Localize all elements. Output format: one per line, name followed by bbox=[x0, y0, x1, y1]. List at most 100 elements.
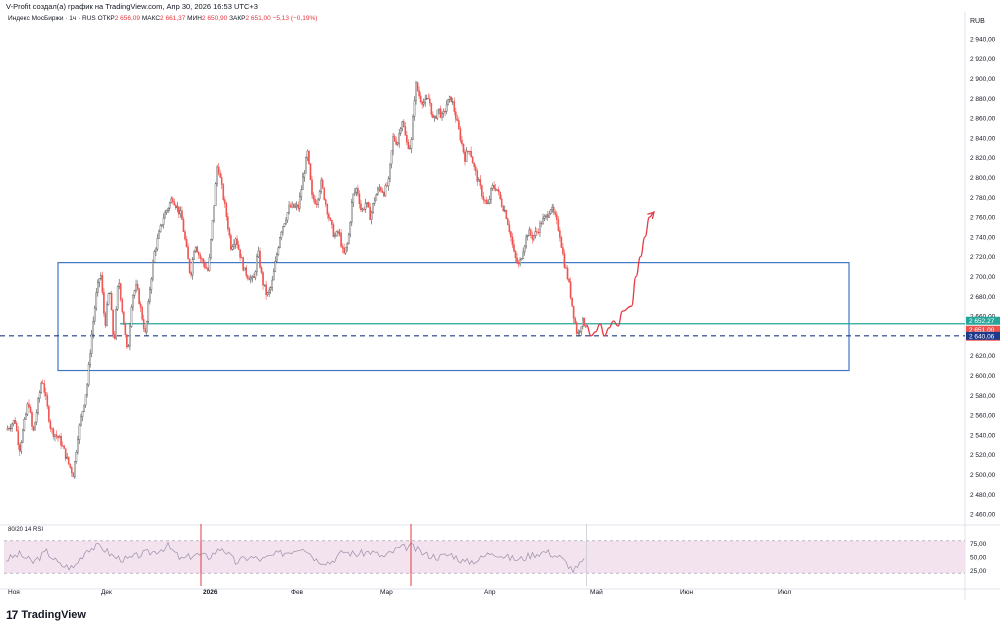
candle-body bbox=[323, 187, 326, 200]
symbol-name: Индекс МосБиржи · 1ч · RUS bbox=[8, 15, 96, 22]
candle-body bbox=[223, 199, 226, 204]
candle-body bbox=[29, 406, 32, 413]
candle-body bbox=[448, 96, 451, 100]
rsi-label: 80/20 14 RSI bbox=[8, 527, 44, 533]
candle-body bbox=[517, 262, 520, 265]
candle-body bbox=[352, 193, 355, 203]
x-tick-label: Мар bbox=[380, 589, 393, 596]
candle-body bbox=[208, 257, 211, 271]
candle-body bbox=[392, 136, 394, 151]
candle-body bbox=[318, 191, 321, 200]
y-tick-label: 2 880,00 bbox=[970, 96, 996, 103]
candle-body bbox=[415, 82, 417, 101]
candle-body bbox=[63, 445, 65, 449]
candle-body bbox=[523, 245, 526, 253]
candle-body bbox=[74, 461, 76, 478]
candle-body bbox=[413, 100, 416, 117]
candle-body bbox=[292, 203, 295, 208]
candle-body bbox=[89, 353, 91, 365]
candle-body bbox=[511, 236, 514, 245]
candle-body bbox=[297, 204, 300, 209]
y-tick-label: 2 840,00 bbox=[970, 135, 996, 142]
rsi-tick-label: 25,00 bbox=[970, 568, 987, 575]
candle-body bbox=[37, 398, 39, 413]
candle-body bbox=[358, 193, 361, 205]
candle-body bbox=[81, 411, 84, 418]
candle-body bbox=[370, 211, 373, 220]
candle-body bbox=[196, 246, 199, 253]
candle-body bbox=[115, 309, 117, 339]
candle-body bbox=[77, 439, 79, 453]
y-tick-label: 2 780,00 bbox=[970, 195, 996, 202]
candle-body bbox=[430, 102, 433, 115]
candle-body bbox=[580, 326, 583, 332]
candle-body bbox=[419, 95, 422, 103]
candle-body bbox=[331, 220, 333, 225]
candle-body bbox=[476, 170, 479, 182]
candle-body bbox=[60, 435, 62, 446]
candle-body bbox=[75, 452, 78, 462]
candle-body bbox=[86, 384, 88, 396]
candle-body bbox=[568, 278, 570, 282]
candle-body bbox=[55, 434, 58, 437]
y-tick-label: 2 700,00 bbox=[970, 274, 996, 281]
candle-body bbox=[197, 252, 200, 256]
candle-body bbox=[93, 307, 96, 322]
candle-body bbox=[216, 166, 218, 184]
candle-body bbox=[354, 191, 356, 195]
candle-body bbox=[507, 218, 509, 226]
candle-body bbox=[133, 290, 136, 296]
candle-body bbox=[277, 247, 280, 255]
candle-body bbox=[572, 305, 575, 319]
candle-body bbox=[519, 259, 521, 265]
candle-body bbox=[427, 98, 430, 100]
candle-body bbox=[565, 267, 567, 269]
candle-body bbox=[389, 163, 391, 179]
candle-body bbox=[14, 420, 16, 424]
candle-body bbox=[101, 275, 104, 293]
candle-body bbox=[421, 101, 423, 105]
candle-body bbox=[124, 324, 127, 335]
candle-body bbox=[51, 428, 53, 430]
candle-body bbox=[439, 108, 442, 118]
candle-body bbox=[204, 263, 206, 268]
candle-body bbox=[387, 178, 390, 187]
x-tick-label: Июн bbox=[680, 589, 694, 596]
candle-body bbox=[364, 203, 367, 210]
price-label-text: 2 640,06 bbox=[969, 333, 995, 340]
candle-body bbox=[58, 435, 61, 439]
x-tick-label: 2026 bbox=[203, 589, 218, 596]
candle-body bbox=[231, 246, 234, 250]
candle-body bbox=[360, 203, 362, 211]
candle-body bbox=[237, 244, 240, 250]
candle-body bbox=[28, 403, 30, 408]
candle-body bbox=[161, 224, 163, 226]
candle-body bbox=[450, 96, 453, 102]
candle-body bbox=[520, 258, 523, 260]
candle-body bbox=[118, 283, 121, 287]
candle-body bbox=[129, 326, 131, 347]
candle-body bbox=[467, 150, 469, 152]
candle-body bbox=[207, 268, 209, 271]
candle-body bbox=[164, 212, 166, 219]
candle-body bbox=[280, 231, 283, 238]
candle-body bbox=[25, 414, 27, 420]
candle-body bbox=[288, 205, 290, 213]
symbol-legend: Индекс МосБиржи · 1ч · RUS ОТКР2 656,09 … bbox=[8, 15, 317, 22]
candle-body bbox=[64, 448, 67, 459]
candle-body bbox=[49, 420, 52, 429]
candle-body bbox=[309, 163, 312, 180]
forecast-arrowhead bbox=[647, 211, 655, 220]
candle-body bbox=[569, 281, 572, 299]
candle-body bbox=[138, 288, 140, 305]
candle-body bbox=[465, 150, 468, 162]
candle-body bbox=[412, 116, 414, 140]
candle-body bbox=[265, 284, 267, 295]
candle-body bbox=[210, 239, 212, 258]
candle-body bbox=[211, 220, 214, 240]
x-tick-label: Ноя bbox=[8, 589, 20, 596]
candle-body bbox=[11, 423, 13, 429]
candle-body bbox=[534, 231, 537, 236]
candle-body bbox=[542, 217, 544, 225]
